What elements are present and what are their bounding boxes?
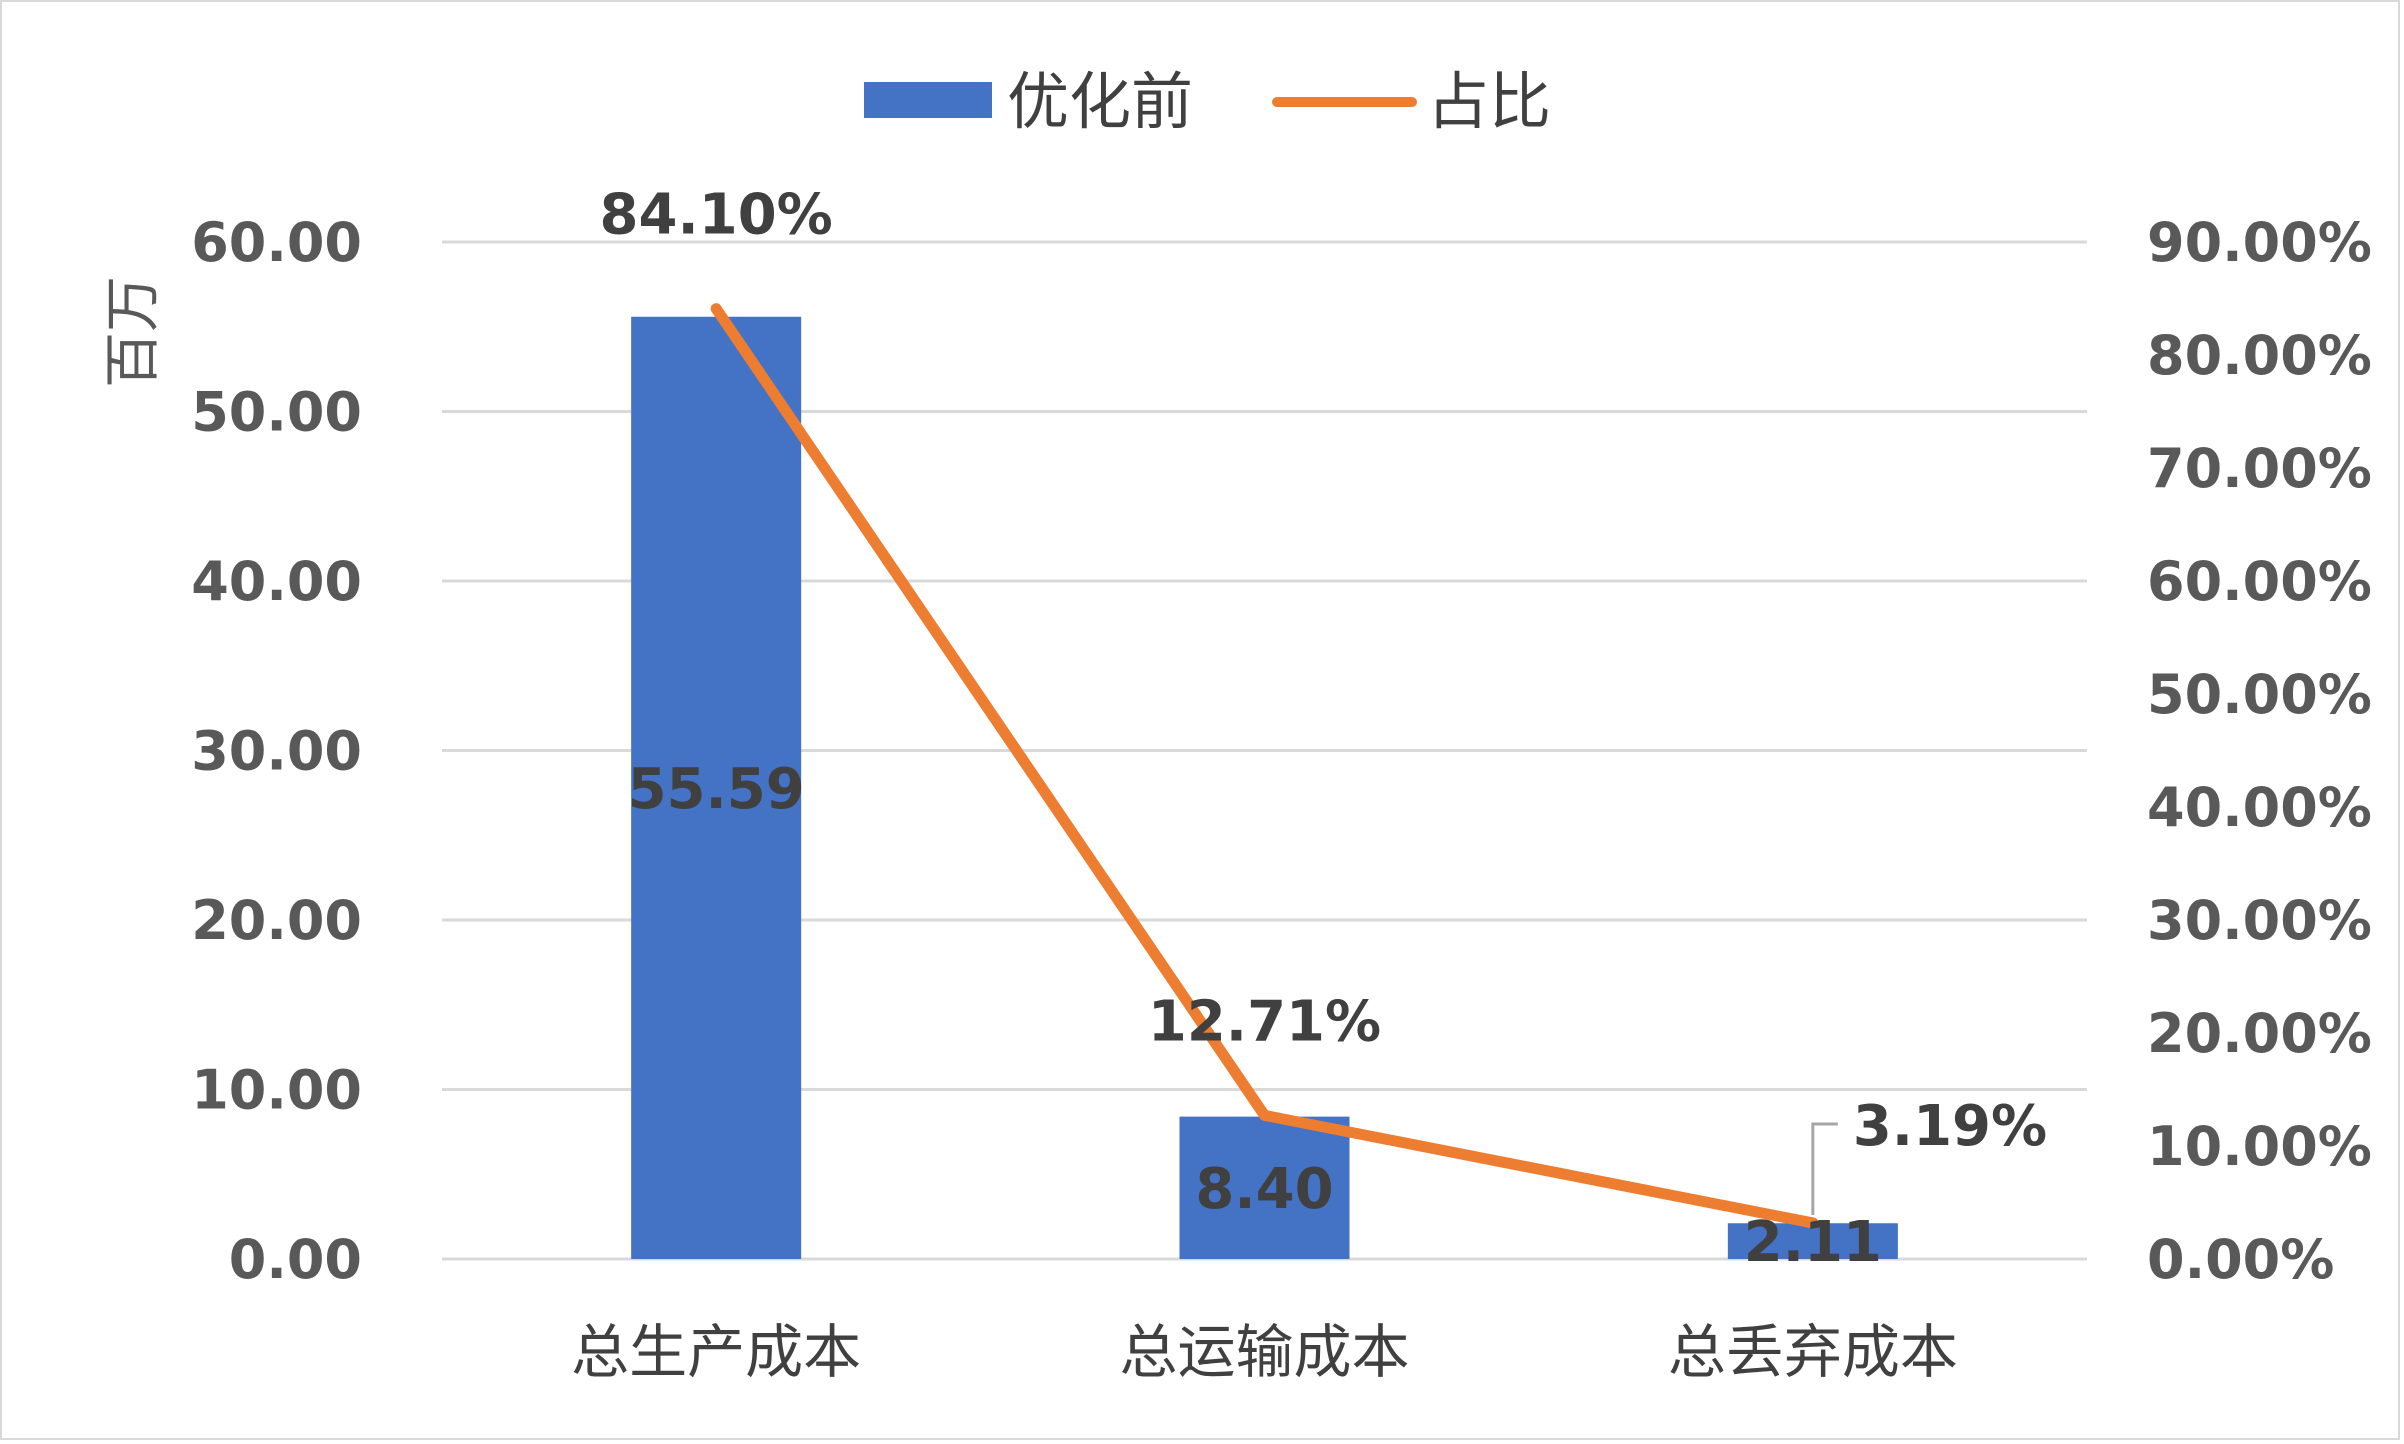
y-axis-title: 百万 [101, 276, 166, 388]
y2-tick-label: 40.00% [2147, 776, 2372, 839]
y2-tick-label: 10.00% [2147, 1115, 2372, 1178]
y2-tick-label: 30.00% [2147, 889, 2372, 952]
y-tick-label: 0.00 [229, 1228, 362, 1291]
y-tick-label: 60.00 [191, 211, 362, 274]
x-tick-label: 总生产成本 [571, 1318, 861, 1386]
y2-tick-label: 50.00% [2147, 663, 2372, 726]
bar-data-label: 55.59 [628, 757, 805, 822]
y-tick-label: 40.00 [191, 550, 362, 613]
bar [1179, 1116, 1350, 1259]
left-axis: 0.00 10.00 20.00 30.00 40.00 50.00 60.00 [191, 211, 362, 1291]
legend-swatch-bar [864, 82, 992, 118]
leader-line [1811, 1122, 1838, 1215]
line-series [710, 303, 1819, 1229]
y2-tick-label: 70.00% [2147, 437, 2372, 500]
bar-data-label: 2.11 [1744, 1210, 1882, 1275]
bar [1727, 1223, 1898, 1259]
x-tick-label: 总丢弃成本 [1668, 1318, 1958, 1386]
y2-tick-label: 90.00% [2147, 211, 2372, 274]
y-tick-label: 50.00 [191, 381, 362, 444]
legend: 优化前 占比 [864, 65, 1551, 138]
y-tick-label: 30.00 [191, 720, 362, 783]
legend-label-line: 占比 [1427, 65, 1551, 138]
y-tick-label: 10.00 [191, 1059, 362, 1122]
right-axis: 0.00% 10.00% 20.00% 30.00% 40.00% 50.00% 60.00… [2147, 211, 2372, 1291]
bar-data-label: 8.40 [1195, 1157, 1333, 1222]
bars [631, 316, 1898, 1259]
bar [631, 316, 802, 1259]
x-tick-label: 总运输成本 [1119, 1318, 1409, 1386]
y-tick-label: 20.00 [191, 889, 362, 952]
y2-tick-label: 20.00% [2147, 1002, 2372, 1065]
line-path [710, 303, 1819, 1229]
y2-tick-label: 0.00% [2147, 1228, 2334, 1291]
line-data-label: 84.10% [600, 183, 833, 248]
y2-tick-label: 80.00% [2147, 324, 2372, 387]
category-axis: 总生产成本 总运输成本 总丢弃成本 [571, 1318, 1958, 1386]
data-labels: 55.59 8.40 2.11 84.10% 12.71% 3.19% [600, 183, 2048, 1275]
legend-label-bar: 优化前 [1007, 65, 1193, 138]
line-data-label: 3.19% [1853, 1094, 2047, 1159]
line-data-label: 12.71% [1148, 989, 1381, 1054]
y2-tick-label: 60.00% [2147, 550, 2372, 613]
